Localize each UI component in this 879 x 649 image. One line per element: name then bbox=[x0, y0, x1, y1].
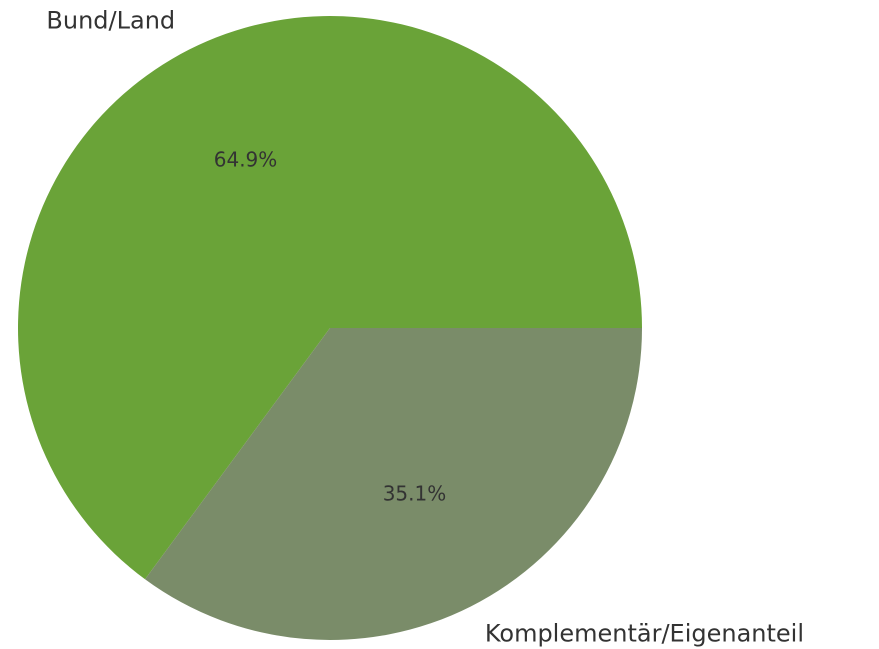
pie-slice bbox=[17, 16, 643, 580]
slice-label: Komplementär/Eigenanteil bbox=[485, 619, 804, 647]
slice-label: Bund/Land bbox=[46, 7, 175, 35]
pie-slice bbox=[145, 328, 642, 640]
percent-label: 64.9% bbox=[214, 147, 278, 171]
percent-label: 35.1% bbox=[383, 482, 447, 506]
